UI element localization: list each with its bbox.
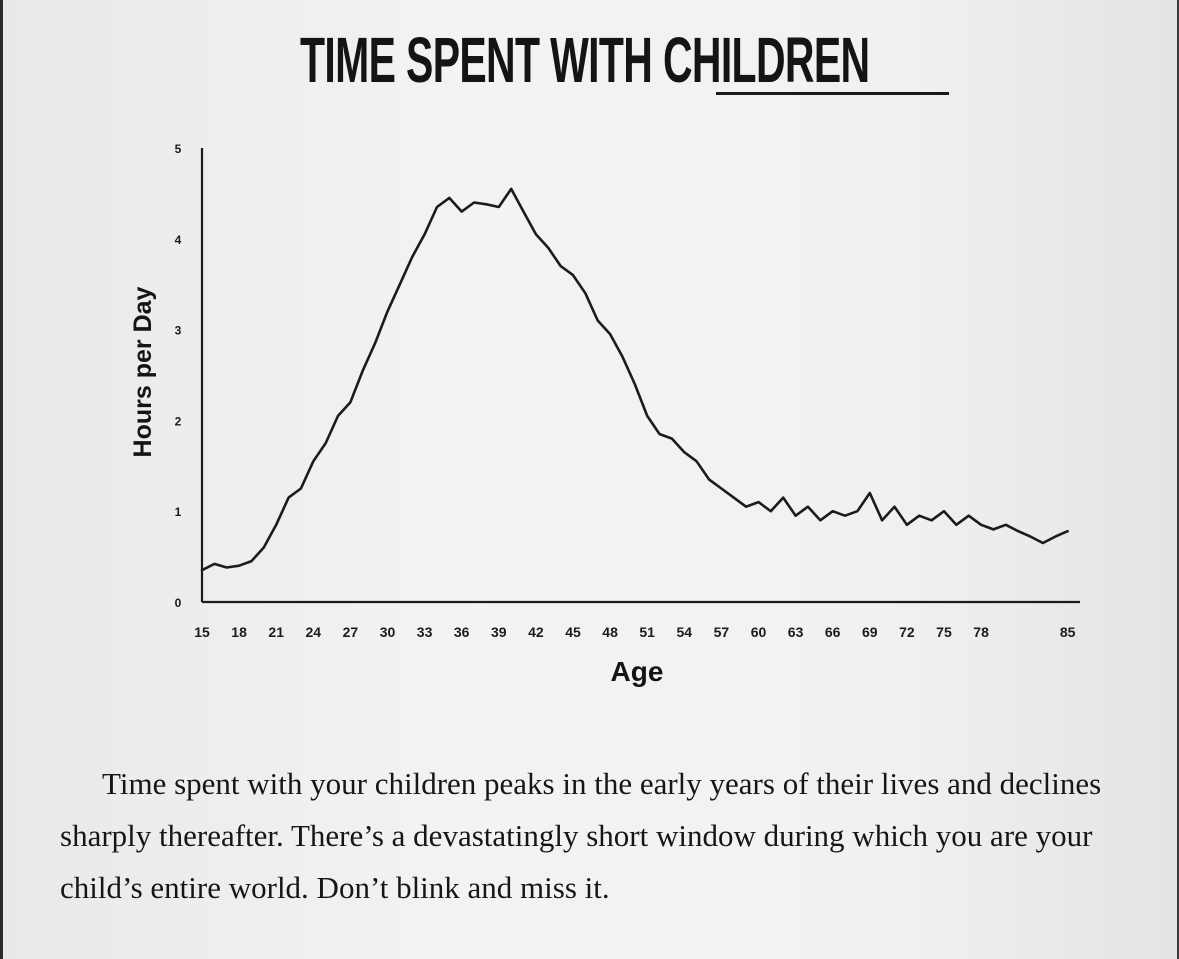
page-edge-right xyxy=(1177,0,1179,959)
y-axis-label: Hours per Day xyxy=(129,286,157,457)
x-tick-label: 42 xyxy=(528,624,544,640)
x-tick-label: 57 xyxy=(714,624,730,640)
x-tick-label: 27 xyxy=(343,624,359,640)
x-tick-label: 48 xyxy=(602,624,618,640)
x-tick-label: 69 xyxy=(862,624,878,640)
y-tick-label: 0 xyxy=(175,596,182,610)
caption-text: Time spent with your children peaks in t… xyxy=(60,766,1102,905)
x-tick-label: 45 xyxy=(565,624,581,640)
x-tick-label: 36 xyxy=(454,624,470,640)
chart-axes xyxy=(200,148,1080,604)
x-tick-label: 30 xyxy=(380,624,396,640)
x-tick-label: 60 xyxy=(751,624,767,640)
caption-paragraph: Time spent with your children peaks in t… xyxy=(60,758,1150,914)
x-tick-label: 75 xyxy=(936,624,952,640)
x-axis-label: Age xyxy=(611,656,664,687)
x-tick-label: 21 xyxy=(268,624,284,640)
y-tick-label: 5 xyxy=(175,142,182,156)
x-tick-label: 85 xyxy=(1060,624,1076,640)
page-edge-left xyxy=(0,0,3,959)
x-tick-labels: 15 18 21 24 27 30 33 36 39 42 45 48 51 54 57 60 63 66 69 72… xyxy=(194,624,1075,640)
y-tick-label: 4 xyxy=(175,233,182,247)
x-tick-label: 15 xyxy=(194,624,210,640)
title-underline xyxy=(716,92,949,95)
series-group xyxy=(200,187,1069,572)
y-tick-label: 3 xyxy=(175,324,182,338)
x-tick-label: 51 xyxy=(639,624,655,640)
x-tick-label: 66 xyxy=(825,624,841,640)
x-tick-label: 18 xyxy=(231,624,247,640)
x-tick-label: 24 xyxy=(306,624,322,640)
x-tick-label: 39 xyxy=(491,624,507,640)
x-tick-label: 72 xyxy=(899,624,915,640)
x-tick-label: 78 xyxy=(973,624,989,640)
y-tick-label: 2 xyxy=(175,414,182,428)
x-tick-label: 54 xyxy=(676,624,692,640)
y-tick-label: 1 xyxy=(175,505,182,519)
series-line xyxy=(200,187,1069,572)
x-tick-label: 63 xyxy=(788,624,804,640)
y-tick-labels: 0 1 2 3 4 5 xyxy=(175,142,182,610)
x-tick-label: 33 xyxy=(417,624,433,640)
